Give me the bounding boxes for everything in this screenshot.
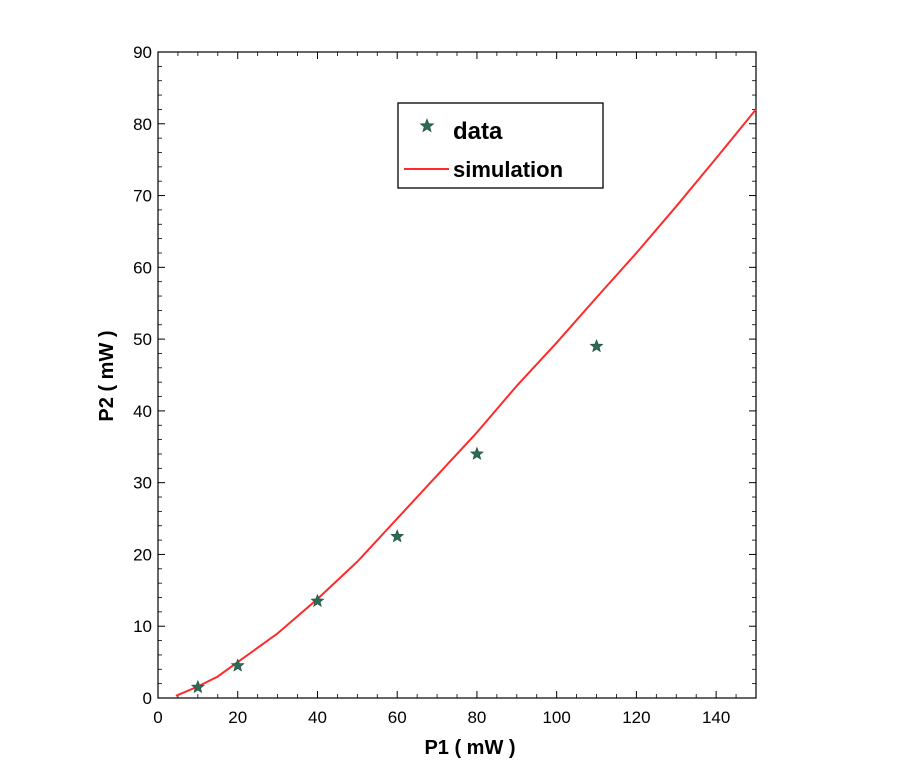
y-tick-label: 70: [133, 187, 152, 206]
y-tick-label: 50: [133, 330, 152, 349]
data-point: [469, 446, 484, 460]
y-tick-label: 10: [133, 617, 152, 636]
y-tick-label: 90: [133, 43, 152, 62]
data-point: [589, 338, 604, 353]
axis-tick-labels: 0 20 40 60 80 100 120 140 0 10 20 30 40 50 60 70 80 90: [133, 43, 730, 727]
y-tick-label: 0: [143, 689, 152, 708]
x-tick-label: 140: [702, 708, 730, 727]
x-tick-label: 100: [542, 708, 570, 727]
y-tick-label: 60: [133, 258, 152, 277]
legend: data simulation: [397, 102, 604, 189]
axis-ticks: [157, 51, 757, 699]
data-series: [190, 338, 604, 694]
x-tick-label: 40: [308, 708, 327, 727]
x-tick-label: 80: [467, 708, 486, 727]
legend-box: [397, 102, 604, 189]
y-tick-label: 80: [133, 115, 152, 134]
data-point: [230, 658, 245, 672]
legend-simulation-label: simulation: [453, 157, 563, 182]
y-tick-label: 40: [133, 402, 152, 421]
legend-data-label: data: [453, 118, 503, 145]
x-tick-label: 20: [228, 708, 247, 727]
simulation-series: [175, 108, 757, 697]
y-tick-label: 30: [133, 474, 152, 493]
legend-star-icon: [419, 118, 435, 133]
x-tick-label: 0: [153, 708, 162, 727]
x-axis-label: P1 ( mW ): [424, 737, 515, 759]
simulation-line: [175, 108, 757, 697]
y-axis-label: P2 ( mW ): [96, 330, 118, 421]
x-tick-label: 120: [622, 708, 650, 727]
legend-data-marker: [419, 118, 435, 133]
data-point: [390, 529, 405, 543]
data-point: [190, 679, 205, 694]
y-tick-label: 20: [133, 545, 152, 564]
x-tick-label: 60: [388, 708, 407, 727]
data-point: [310, 593, 325, 608]
